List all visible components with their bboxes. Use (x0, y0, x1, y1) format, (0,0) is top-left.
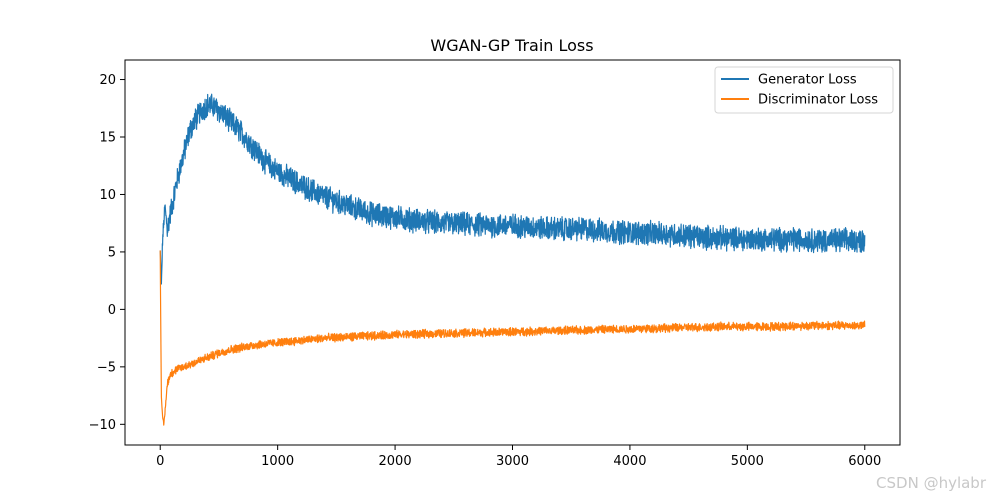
x-tick-label: 0 (156, 454, 164, 469)
x-tick-label: 2000 (379, 454, 412, 469)
x-tick-label: 4000 (613, 454, 646, 469)
chart-title: WGAN-GP Train Loss (430, 36, 593, 55)
x-tick-label: 6000 (848, 454, 881, 469)
series-line-1 (159, 250, 866, 426)
y-tick-label: 0 (108, 303, 116, 318)
y-tick-label: 5 (108, 245, 116, 260)
y-tick-label: −5 (97, 360, 116, 375)
y-tick-label: 15 (99, 131, 116, 146)
y-tick-label: 10 (99, 188, 116, 203)
x-tick-label: 5000 (731, 454, 764, 469)
legend: Generator Loss Discriminator Loss (714, 66, 894, 114)
legend-label-0: Generator Loss (758, 73, 857, 88)
watermark: CSDN @hylabr (876, 474, 986, 492)
series-line-0 (159, 93, 866, 285)
x-tick-label: 1000 (261, 454, 294, 469)
legend-label-1: Discriminator Loss (758, 93, 878, 108)
x-tick-label: 3000 (496, 454, 529, 469)
x-axis: 0 1000 2000 3000 4000 5000 6000 (156, 445, 881, 469)
legend-box (714, 66, 894, 114)
y-tick-label: −10 (89, 418, 116, 433)
y-tick-label: 20 (99, 73, 116, 88)
y-axis: −10 −5 0 5 10 15 20 (89, 73, 125, 433)
series-layer (159, 93, 866, 426)
